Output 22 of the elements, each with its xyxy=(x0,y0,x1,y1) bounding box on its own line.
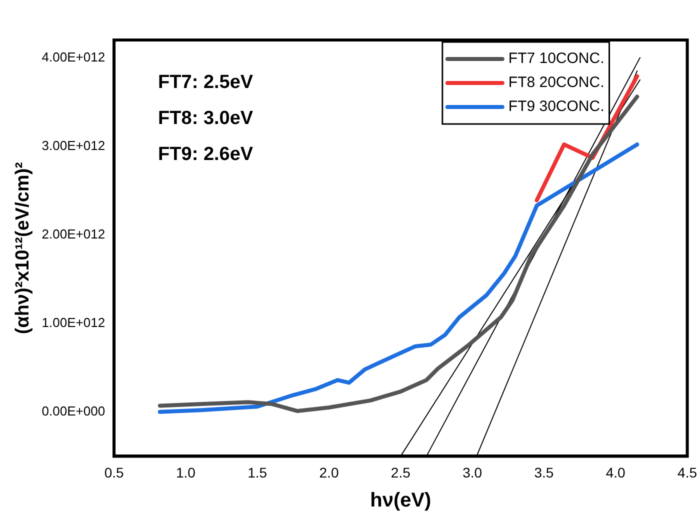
x-tick-label: 2.0 xyxy=(319,464,339,480)
legend-label: FT8 20CONC. xyxy=(508,74,604,92)
x-tick-label: 3.0 xyxy=(462,464,482,480)
x-tick-label: 1.5 xyxy=(248,464,268,480)
legend-label: FT9 30CONC. xyxy=(508,98,604,116)
x-tick-label: 4.5 xyxy=(678,464,698,480)
legend-label: FT7 10CONC. xyxy=(508,50,604,68)
x-tick-label: 3.5 xyxy=(534,464,554,480)
y-tick-label: 2.00E+012 xyxy=(42,226,106,242)
annotation: FT7: 2.5eV xyxy=(158,72,254,94)
y-tick-label: 0.00E+000 xyxy=(42,404,106,418)
y-axis-title: (αhν)²x10¹²(eV/cm)² xyxy=(12,162,34,334)
x-tick-label: 0.5 xyxy=(104,464,124,480)
y-tick-label: 4.00E+012 xyxy=(42,49,106,64)
x-tick-label: 1.0 xyxy=(176,464,196,480)
x-tick-label: 2.5 xyxy=(390,464,411,480)
x-axis-title: hν(eV) xyxy=(370,490,432,512)
y-tick-label: 3.00E+012 xyxy=(42,138,106,153)
y-tick-label: 1.00E+012 xyxy=(42,314,106,330)
x-tick-label: 4.0 xyxy=(606,464,626,480)
annotation: FT8: 3.0eV xyxy=(158,108,254,130)
annotation: FT9: 2.6eV xyxy=(158,144,254,166)
